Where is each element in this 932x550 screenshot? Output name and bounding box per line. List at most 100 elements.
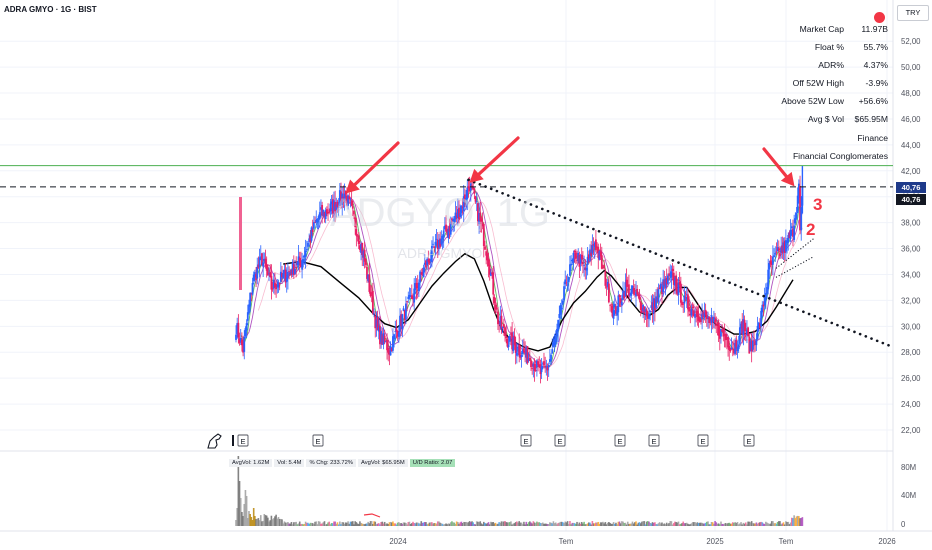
candle-body xyxy=(494,304,497,310)
volume-bar xyxy=(491,522,493,526)
volume-bar xyxy=(779,521,781,526)
volume-bar xyxy=(532,521,535,526)
volume-bar xyxy=(625,524,628,526)
earnings-marker[interactable] xyxy=(697,434,709,447)
volume-bar xyxy=(706,521,708,526)
volume-bar xyxy=(539,522,542,526)
candle-body xyxy=(298,257,301,263)
candle-body xyxy=(359,245,361,250)
volume-bar xyxy=(579,523,582,526)
volume-bar xyxy=(726,523,728,526)
candle-body xyxy=(548,359,551,363)
stat-label: Float % xyxy=(814,42,844,53)
candle-body xyxy=(283,269,286,275)
volume-bar xyxy=(407,522,410,526)
volume-bar xyxy=(394,523,397,526)
candle-body xyxy=(721,329,724,332)
stat-row-sector: Finance xyxy=(770,129,888,147)
candle-body xyxy=(311,229,314,232)
volume-bar xyxy=(329,524,332,526)
volume-bar xyxy=(773,523,775,526)
candle-body xyxy=(238,338,241,343)
volume-bar xyxy=(716,523,719,526)
candle-body xyxy=(300,260,302,268)
candle-body xyxy=(678,281,681,285)
candle-body xyxy=(288,270,290,272)
earnings-marker[interactable] xyxy=(614,434,626,447)
volume-bar xyxy=(433,523,436,526)
earnings-marker[interactable] xyxy=(312,434,324,447)
earnings-marker[interactable] xyxy=(743,434,755,447)
candle-body xyxy=(420,273,423,275)
y-tick-label: 42,00 xyxy=(901,167,921,176)
candle-body xyxy=(661,286,663,295)
annotation-label-2: 2 xyxy=(806,220,815,239)
candle-body xyxy=(782,242,785,252)
candle-body xyxy=(412,296,414,300)
volume-bar xyxy=(241,512,243,526)
candle-body xyxy=(677,282,680,295)
volume-bar xyxy=(698,522,701,526)
volume-bar xyxy=(326,524,328,526)
alert-dot-icon[interactable] xyxy=(874,12,885,23)
volume-bar xyxy=(346,522,348,526)
candle-body xyxy=(666,275,669,284)
candle-body xyxy=(665,277,668,285)
stat-value: $65.95M xyxy=(854,114,888,125)
volume-bar xyxy=(268,521,270,526)
earnings-marker-label: E xyxy=(557,437,562,446)
volume-bar xyxy=(638,522,641,526)
volume-bar xyxy=(308,523,310,526)
volume-bar xyxy=(497,523,499,526)
volume-bar xyxy=(675,522,677,526)
candle-body xyxy=(631,285,634,291)
volume-bar xyxy=(451,521,453,526)
currency-button[interactable]: TRY xyxy=(897,5,929,21)
volume-bar xyxy=(641,521,643,526)
candle-body xyxy=(591,245,594,254)
candle-body xyxy=(461,206,464,209)
candle-body xyxy=(544,366,547,368)
candle-body xyxy=(616,310,619,316)
volume-bar xyxy=(621,521,623,526)
candle-body xyxy=(583,264,585,266)
volume-bar xyxy=(556,524,558,526)
candle-body xyxy=(560,307,563,309)
candle-body xyxy=(343,193,346,200)
volume-bar xyxy=(468,521,471,526)
volume-bar xyxy=(398,522,400,526)
candle-body xyxy=(593,242,596,248)
candle-body xyxy=(669,275,672,277)
candle-body xyxy=(512,337,515,351)
candle-body xyxy=(416,286,419,289)
volume-bar xyxy=(583,521,585,526)
arrow-middle-shaft xyxy=(477,136,520,176)
earnings-marker[interactable] xyxy=(520,434,532,447)
candle-body xyxy=(573,250,576,253)
volume-bar xyxy=(551,523,554,526)
volume-bar xyxy=(503,521,505,526)
candle-body xyxy=(342,196,345,201)
earnings-marker[interactable] xyxy=(237,434,249,447)
volume-bar xyxy=(752,523,754,526)
candle-body xyxy=(439,238,442,247)
volume-bar xyxy=(714,521,716,526)
candle-body xyxy=(334,201,337,212)
volume-bar xyxy=(593,523,596,526)
volume-bar xyxy=(258,520,261,526)
candle-body xyxy=(474,196,477,202)
candle-body xyxy=(325,209,328,214)
candle-body xyxy=(675,275,678,291)
volume-bar xyxy=(755,522,758,526)
volume-bar xyxy=(402,522,405,526)
volume-bar xyxy=(348,523,351,526)
volume-bar xyxy=(261,521,263,526)
candle-body xyxy=(452,219,455,222)
earnings-marker[interactable] xyxy=(554,434,566,447)
volume-bar xyxy=(703,523,706,526)
earnings-marker[interactable] xyxy=(648,434,660,447)
candle-body xyxy=(239,338,242,342)
candle-body xyxy=(619,298,622,304)
